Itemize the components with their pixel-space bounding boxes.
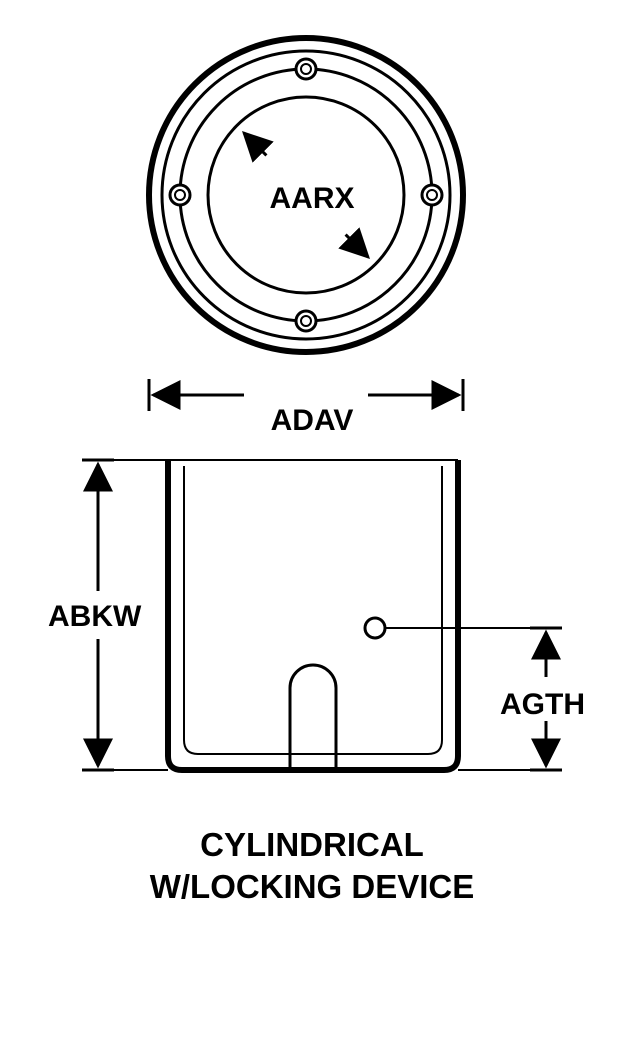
label-adav: ADAV (0, 404, 624, 438)
caption-line-2: W/LOCKING DEVICE (0, 868, 624, 906)
label-agth: AGTH (500, 688, 585, 722)
label-aarx: AARX (0, 182, 624, 216)
caption-line-1: CYLINDRICAL (0, 826, 624, 864)
label-abkw: ABKW (48, 600, 141, 634)
diagram-page: AARX ADAV ABKW AGTH CYLINDRICAL W/LOCKIN… (0, 0, 624, 1058)
